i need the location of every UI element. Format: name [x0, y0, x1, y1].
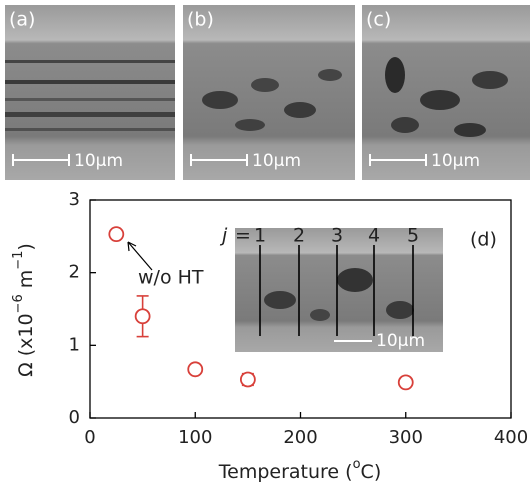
y-axis-label-part: Ω (x10 [15, 313, 37, 376]
y-axis-label-part: −1 [11, 251, 26, 270]
panel-label: (a) [9, 9, 35, 31]
annotation: w/o HT [138, 267, 204, 289]
x-tick-label: 400 [494, 427, 528, 448]
scale-bar-label: 10μm [74, 151, 123, 171]
panel-label: (b) [187, 9, 214, 31]
y-axis-label-part: ) [15, 243, 37, 250]
y-tick-label: 2 [69, 262, 80, 283]
y-axis-label-part: −6 [11, 294, 26, 313]
inset-position: 1 [254, 225, 266, 247]
data-point [239, 371, 256, 388]
x-axis-label-part: Temperature ( [218, 461, 353, 483]
y-axis-label: Ω (x10−6 m−1) [11, 243, 37, 377]
data-point [134, 308, 151, 325]
x-tick-label: 300 [389, 427, 423, 448]
y-axis-label-part: m [15, 270, 37, 295]
data-point [187, 361, 204, 378]
y-tick-label: 3 [69, 189, 80, 210]
scale-bar-label: 10μm [252, 151, 301, 171]
inset-image [235, 228, 443, 352]
scale-bar-label: 10μm [431, 151, 480, 171]
data-point [397, 374, 414, 391]
x-tick-label: 100 [178, 427, 212, 448]
x-axis-label-part: C) [361, 461, 382, 483]
annotation-arrow [127, 241, 153, 271]
x-axis-label-part: o [353, 457, 361, 472]
x-tick-label: 0 [84, 427, 95, 448]
arrow-head [127, 241, 137, 252]
panel-label: (c) [366, 9, 391, 31]
inset-index-symbol: j [219, 225, 228, 247]
data-point [108, 226, 125, 243]
micrograph-c [362, 5, 530, 180]
inset-scale-bar-label: 10μm [376, 331, 425, 351]
inset-position: 2 [293, 225, 305, 247]
y-tick-label: 0 [69, 407, 80, 428]
y-tick-label: 1 [69, 334, 80, 355]
x-axis-label: Temperature (oC) [218, 457, 381, 483]
inset-position: 3 [331, 225, 343, 247]
inset-position: 4 [368, 225, 380, 247]
inset-position: 5 [407, 225, 419, 247]
panel-label: (d) [470, 229, 497, 251]
x-tick-label: 200 [283, 427, 317, 448]
micrograph-b [183, 5, 355, 180]
micrograph-a [5, 5, 175, 180]
inset-equals: = [235, 225, 251, 247]
